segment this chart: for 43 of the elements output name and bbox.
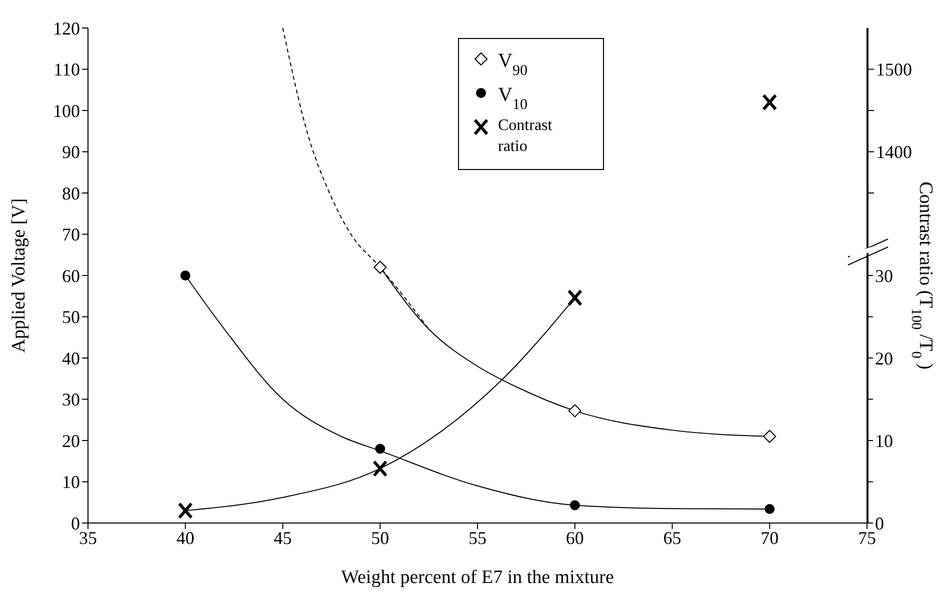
point — [374, 260, 387, 274]
point — [178, 502, 193, 520]
x-tick-label: 75 — [858, 528, 876, 548]
y2-tick-label: 20 — [875, 348, 893, 368]
point — [764, 504, 775, 514]
point — [567, 289, 582, 306]
y3-tick-label: 1400 — [876, 142, 912, 162]
y-tick-label: 0 — [71, 513, 80, 534]
x-axis-title: Weight percent of E7 in the mixture — [341, 567, 614, 588]
legend-label: V$_{10}$ — [498, 84, 528, 113]
x-tick-label: 55 — [468, 528, 486, 548]
point — [372, 460, 388, 478]
x-tick-label: 70 — [760, 528, 779, 548]
point — [568, 404, 582, 418]
y-tick-label: 40 — [62, 348, 80, 368]
point — [763, 430, 776, 443]
y-tick-label: 80 — [62, 183, 80, 204]
y2-tick-label: 30 — [875, 266, 893, 286]
x-tick-label: 40 — [176, 528, 194, 548]
x-tick-label: 45 — [274, 528, 292, 548]
y-axis-title: Applied Voltage [V] — [8, 198, 30, 353]
y-tick-label: 50 — [62, 307, 80, 328]
y-tick-label: 60 — [62, 266, 80, 286]
y-tick-label: 10 — [62, 472, 80, 492]
y-tick-label: 90 — [62, 142, 80, 162]
y-tick-label: 120 — [53, 18, 80, 38]
y-tick-label: 20 — [62, 430, 80, 451]
point — [375, 444, 386, 454]
legend-label: Contrast ratio — [498, 117, 554, 155]
x-tick-label: 35 — [79, 528, 97, 548]
y2-tick-label: 0 — [875, 513, 884, 534]
y2-tick-label: 10 — [875, 430, 893, 451]
y-tick-label: 70 — [62, 224, 80, 245]
y-tick-label: 110 — [54, 60, 80, 80]
x-tick-label: 50 — [371, 528, 390, 548]
legend-label: V$_{90}$ — [498, 50, 528, 79]
x-tick-label: 60 — [566, 528, 584, 548]
point — [180, 270, 190, 280]
point — [570, 500, 580, 510]
y-tick-label: 100 — [53, 100, 80, 121]
x-tick-label: 65 — [663, 528, 682, 548]
y-tick-label: 30 — [62, 390, 80, 410]
y3-tick-label: 1500 — [876, 60, 912, 80]
